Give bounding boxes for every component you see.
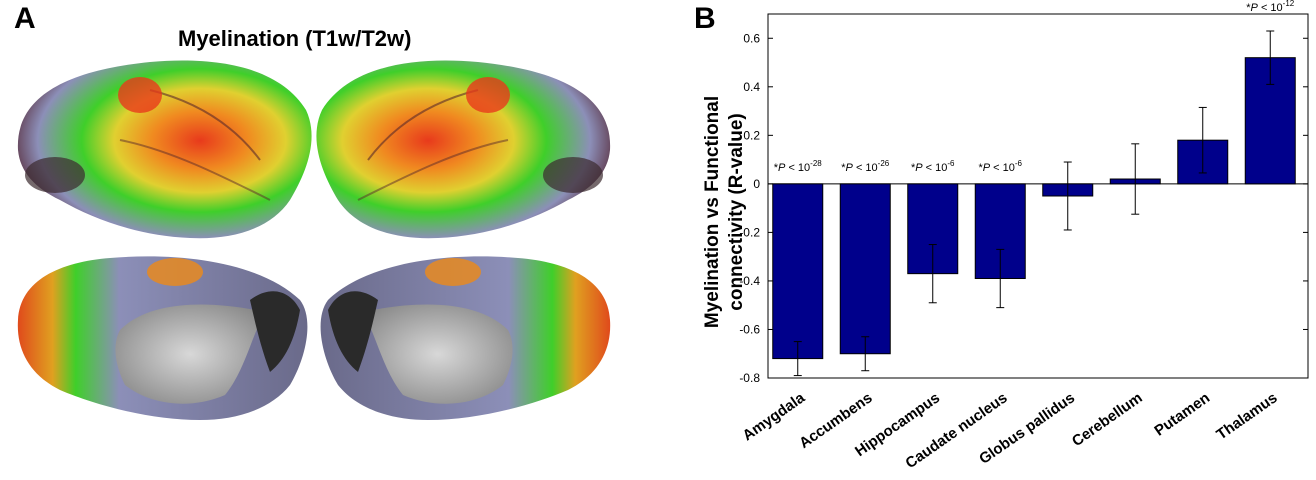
p-value-annotation: *P < 10-28 (774, 159, 823, 174)
y-tick-label: 0.2 (743, 128, 760, 142)
left-medial-hemisphere (17, 256, 308, 420)
y-tick-label: 0.6 (743, 31, 760, 45)
panel-b-label: B (694, 2, 716, 35)
p-value-annotation: *P < 10-6 (978, 159, 1022, 174)
category-label: Cerebellum (1069, 389, 1146, 450)
y-axis-label-line-1: Myelination vs Functional (702, 96, 723, 328)
p-value-annotation: *P < 10-26 (841, 159, 890, 174)
plot-area: 0.60.40.20-0.2-0.4-0.6-0.8AmygdalaAccumb… (739, 0, 1309, 472)
brain-surface-illustration (17, 60, 611, 420)
category-label: Putamen (1151, 389, 1213, 439)
bar (772, 183, 824, 360)
bar (839, 183, 891, 355)
panel-a-label: A (14, 2, 36, 35)
y-tick-label: -0.4 (739, 274, 760, 288)
y-tick-label: -0.8 (739, 371, 760, 385)
brain-map-title: Myelination (T1w/T2w) (178, 26, 412, 51)
y-tick-label: -0.6 (739, 322, 760, 336)
y-tick-label: 0.4 (743, 80, 760, 94)
y-axis-label: Myelination vs Functional connectivity (… (702, 96, 747, 328)
y-tick-label: 0 (753, 177, 760, 191)
right-lateral-hemisphere (316, 60, 611, 239)
right-medial-hemisphere (320, 256, 611, 420)
y-axis-label-line-2: connectivity (R-value) (726, 113, 747, 310)
p-value-annotation: *P < 10-6 (911, 159, 955, 174)
left-lateral-hemisphere (17, 60, 312, 239)
y-tick-label: -0.2 (739, 225, 760, 239)
plot-frame (767, 13, 1309, 379)
p-value-annotation: *P < 10-12 (1246, 0, 1295, 14)
category-label: Thalamus (1213, 389, 1280, 443)
